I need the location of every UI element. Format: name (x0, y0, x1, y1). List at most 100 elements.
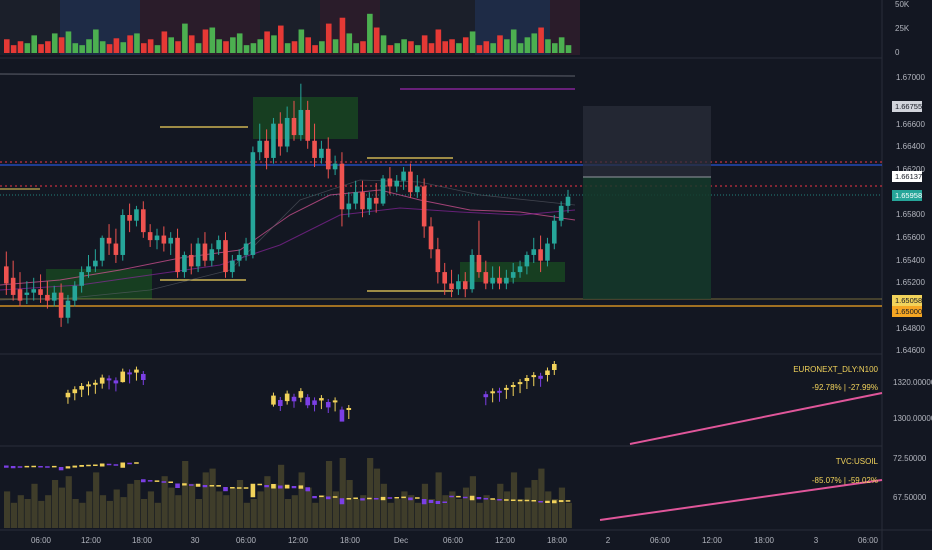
oil-volume-bar (65, 476, 72, 528)
nav-candle-body (325, 402, 331, 408)
oil-volume-bar (565, 502, 572, 528)
nav-candle-body (531, 375, 537, 378)
oil-candle-body (17, 466, 23, 468)
volume-bar (421, 35, 428, 53)
oil-volume-bar (435, 472, 442, 528)
oil-candle-body (524, 499, 530, 502)
volume-bar (510, 29, 517, 53)
oil-candle-body (72, 465, 78, 468)
oil-volume-bar (86, 491, 93, 528)
candle-body (134, 209, 139, 221)
oil-volume-bar (415, 502, 422, 528)
volume-axis[interactable]: 50K 25K 0 (895, 0, 910, 57)
candle-body (517, 266, 523, 273)
oil-volume-bar (230, 487, 237, 528)
nav-candle-body (483, 394, 489, 398)
volume-tick: 50K (895, 0, 910, 9)
candle-body (565, 196, 571, 206)
oil-candle-body (421, 499, 427, 505)
nav-candle-body (93, 382, 98, 385)
oil-volume-bar (552, 499, 559, 528)
nav-candle-body (79, 386, 84, 390)
oil-volume-bar (45, 495, 52, 528)
time-tick: 18:00 (754, 536, 775, 545)
oil-candle-body (442, 501, 447, 503)
oil-candle-body (319, 495, 324, 498)
price-axis[interactable]: 1.67000 1.66600 1.66400 1.66200 1.65800 … (892, 73, 925, 355)
volume-bar (462, 37, 469, 53)
oil-pane-axis[interactable]: TVC:USOIL -85.07% | -59.02% 72.50000 67.… (812, 454, 927, 502)
candle-body (243, 243, 249, 255)
oil-candle-body (291, 486, 297, 489)
volume-bars (4, 13, 572, 54)
candle-body (497, 277, 502, 284)
oil-volume-bar (120, 497, 127, 528)
time-tick: 18:00 (132, 536, 153, 545)
price-badge (892, 306, 922, 317)
volume-bar (202, 29, 209, 53)
volume-bar (236, 33, 243, 53)
oil-candle-body (147, 480, 153, 482)
oil-candle-body (141, 479, 146, 483)
nav-symbol-label[interactable]: EURONEXT_DLY:N100 (793, 365, 878, 374)
oil-volume-bar (394, 499, 401, 528)
nav-pane-axis[interactable]: EURONEXT_DLY:N100 -92.78% | -27.99% 1320… (793, 365, 932, 423)
price-badge (892, 171, 922, 182)
time-tick: 12:00 (288, 536, 309, 545)
oil-volume-bar (332, 491, 339, 528)
candle-body (79, 272, 84, 286)
volume-bar (175, 41, 181, 53)
oil-candle-body (264, 485, 269, 488)
price-tick: 1.65400 (896, 256, 925, 265)
volume-bar (367, 13, 373, 54)
oil-candle-body (113, 464, 119, 466)
price-tick: 1.64600 (896, 346, 925, 355)
price-tick: 1.65600 (896, 233, 925, 242)
time-tick: 30 (191, 536, 200, 545)
volume-bar (504, 39, 510, 53)
candle-body (312, 140, 317, 158)
nav-candle-body (552, 364, 557, 370)
oil-candle-body (79, 465, 84, 467)
candle-body (264, 140, 269, 158)
oil-volume-bar (469, 476, 476, 528)
nav-candle-body (332, 400, 338, 403)
oil-volume-bar (134, 480, 141, 528)
oil-volume-bar (442, 495, 449, 528)
time-tick: 12:00 (81, 536, 102, 545)
time-axis[interactable]: 06:00 12:00 18:00 30 06:00 12:00 18:00 D… (31, 536, 879, 545)
volume-bar (394, 43, 401, 53)
nav-candle-body (538, 375, 543, 379)
volume-bar (469, 31, 476, 53)
oil-volume-bar (17, 495, 24, 528)
oil-symbol-label[interactable]: TVC:USOIL (836, 457, 879, 466)
volume-bar (45, 41, 51, 53)
time-tick: 06:00 (31, 536, 52, 545)
volume-bar (257, 39, 264, 53)
oil-volume-bar (209, 468, 216, 528)
nav-candle-body (106, 378, 112, 381)
candle-body (504, 277, 509, 284)
price-tick: 1.65800 (896, 210, 925, 219)
oil-volume-bar (298, 472, 305, 528)
candle-body (360, 192, 365, 210)
oil-candle-body (415, 497, 420, 499)
candle-body (147, 232, 153, 241)
oil-volume-bar (517, 499, 524, 528)
oil-candle-body (497, 499, 502, 501)
oil-candle-body (38, 466, 43, 468)
oil-volume-bar (524, 487, 531, 528)
volume-bar (538, 27, 544, 53)
oil-volume-bar (147, 491, 155, 528)
volume-bar (271, 35, 277, 53)
oil-candle-body (216, 485, 221, 487)
price-tick: 1.65200 (896, 278, 925, 287)
oil-candle-body (312, 496, 317, 499)
oil-volume-bar (106, 500, 113, 528)
price-badge-label: 1.65000 (895, 307, 922, 316)
candle-body (462, 281, 468, 290)
volume-bar (476, 45, 483, 53)
volume-bar (346, 33, 353, 53)
volume-tick: 25K (895, 24, 910, 33)
